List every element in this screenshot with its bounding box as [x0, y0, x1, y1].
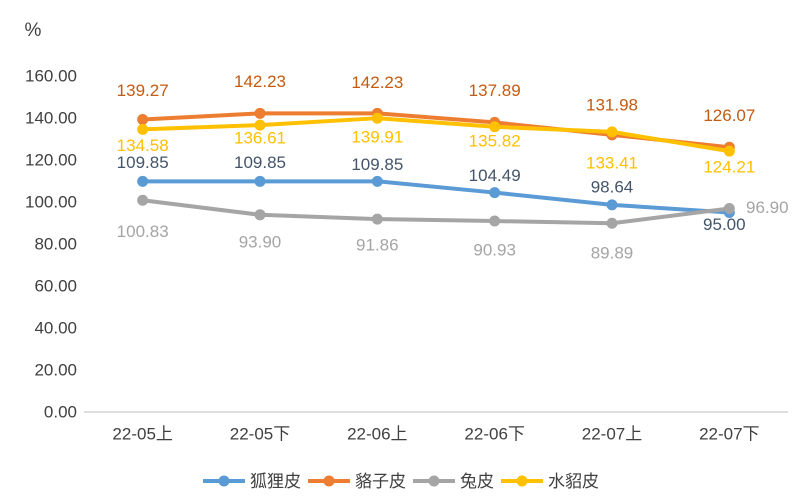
- data-label: 135.82: [469, 131, 521, 150]
- data-label: 100.83: [117, 222, 169, 241]
- legend-line-marker-icon: [413, 475, 455, 487]
- legend-item: 貉子皮: [308, 473, 406, 490]
- series-line-1: [140, 111, 732, 150]
- data-point: [137, 114, 149, 126]
- legend-item: 狐狸皮: [203, 473, 301, 490]
- y-axis-tick-label: 80.00: [34, 235, 77, 254]
- x-axis-category-label: 22-06下: [464, 425, 524, 444]
- legend-item-label: 兔皮: [460, 471, 494, 491]
- y-axis-tick-label: 160.00: [25, 67, 77, 86]
- y-axis-tick-label: 100.00: [25, 193, 77, 212]
- data-point: [606, 199, 618, 211]
- y-axis-tick-label: 140.00: [25, 109, 77, 128]
- data-point: [371, 175, 383, 187]
- data-point: [137, 123, 149, 135]
- y-axis-tick-label: 20.00: [34, 361, 77, 380]
- data-label: 131.98: [586, 95, 638, 114]
- legend-item-label: 水貂皮: [548, 471, 599, 491]
- data-label: 90.93: [473, 241, 516, 260]
- y-axis-tick-label: 40.00: [34, 319, 77, 338]
- data-point: [254, 175, 266, 187]
- data-label: 142.23: [351, 73, 403, 92]
- data-point: [254, 119, 266, 131]
- data-label: 95.00: [703, 215, 746, 234]
- x-axis-category-label: 22-05下: [230, 425, 290, 444]
- data-point: [606, 217, 618, 229]
- series-line-0: [140, 179, 732, 215]
- data-label: 109.85: [117, 153, 169, 172]
- y-axis-tick-label: 0.00: [44, 403, 77, 422]
- data-point: [371, 112, 383, 124]
- data-label: 139.27: [117, 81, 169, 100]
- data-point: [723, 203, 735, 215]
- data-point: [606, 126, 618, 138]
- data-label: 139.91: [351, 128, 403, 147]
- data-point: [489, 121, 501, 133]
- legend-item-label: 貉子皮: [355, 471, 406, 491]
- x-axis-category-label: 22-06上: [347, 425, 407, 444]
- data-label: 109.85: [234, 153, 286, 172]
- data-label: 91.86: [356, 236, 399, 255]
- legend-item: 水貂皮: [501, 473, 599, 490]
- y-axis-tick-label: 120.00: [25, 151, 77, 170]
- data-point: [254, 107, 266, 119]
- x-axis-category-label: 22-07下: [699, 425, 759, 444]
- data-point: [489, 215, 501, 227]
- data-point: [723, 145, 735, 157]
- legend-line-marker-icon: [501, 475, 543, 487]
- data-label: 126.07: [703, 106, 755, 125]
- data-point: [137, 175, 149, 187]
- data-point: [254, 209, 266, 221]
- data-label: 98.64: [591, 177, 634, 196]
- data-label: 137.89: [469, 81, 521, 100]
- legend-item: 兔皮: [413, 473, 494, 490]
- x-axis-category-label: 22-05上: [112, 425, 172, 444]
- data-point: [371, 213, 383, 225]
- x-axis-category-label: 22-07上: [582, 425, 642, 444]
- chart-legend: 狐狸皮 貉子皮 兔皮 水貂皮: [0, 464, 802, 498]
- data-label: 89.89: [591, 244, 634, 263]
- line-chart-canvas: % 0.00 20.00 40.00 60.00 80.00 100.00 120.00 14…: [25, 20, 789, 444]
- data-label: 96.90: [746, 198, 789, 217]
- data-label: 136.61: [234, 129, 286, 148]
- data-point: [137, 194, 149, 206]
- data-point: [489, 187, 501, 199]
- legend-line-marker-icon: [308, 475, 350, 487]
- data-label: 109.85: [351, 155, 403, 174]
- legend-line-marker-icon: [203, 475, 245, 487]
- data-label: 134.58: [117, 136, 169, 155]
- legend-item-label: 狐狸皮: [250, 471, 301, 491]
- y-axis-tick-label: 60.00: [34, 277, 77, 296]
- data-label: 133.41: [586, 153, 638, 172]
- data-label: 142.23: [234, 72, 286, 91]
- series-line-3: [140, 116, 732, 154]
- series-line-2: [140, 198, 732, 226]
- y-axis-unit-label: %: [25, 20, 42, 41]
- data-label: 104.49: [469, 166, 521, 185]
- data-label: 93.90: [239, 232, 282, 251]
- data-label: 124.21: [703, 158, 755, 177]
